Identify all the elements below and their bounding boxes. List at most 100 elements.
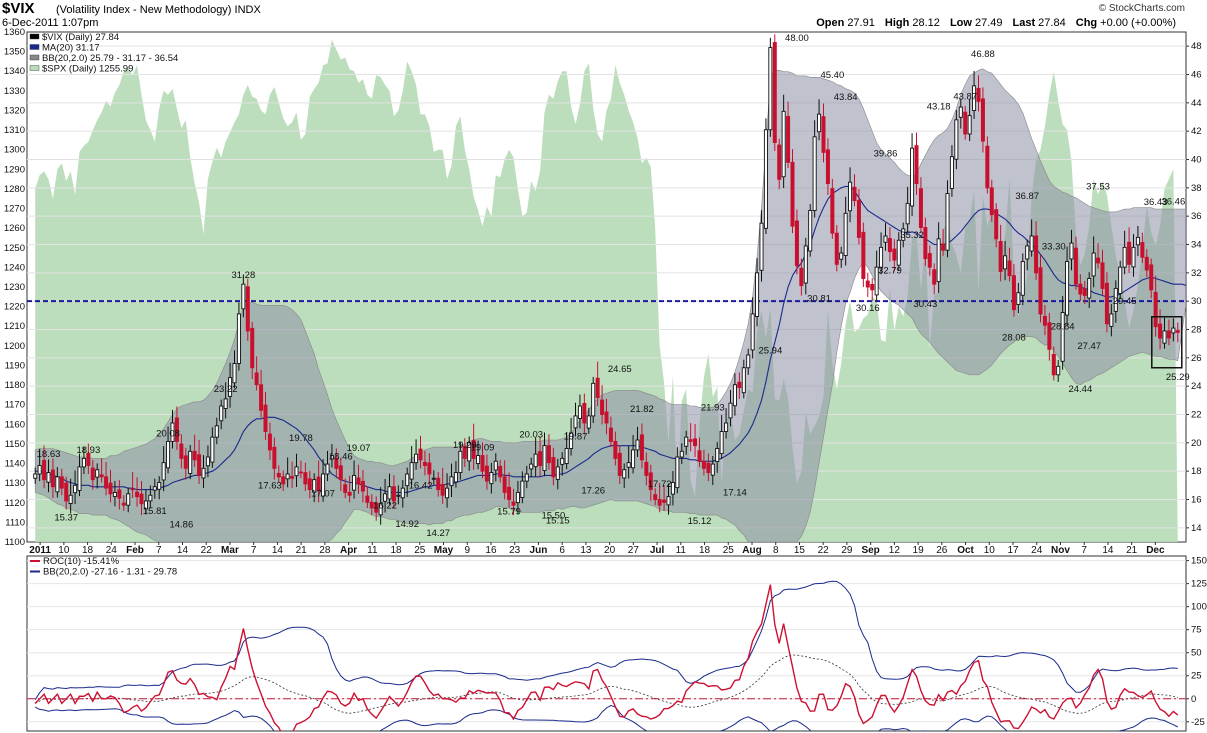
x-axis-tick-label: 28: [319, 545, 331, 556]
spx-axis-tick-label: 1310: [4, 125, 25, 136]
vix-value-label: 32.79: [878, 266, 902, 277]
vix-value-label: 36.87: [1015, 191, 1039, 202]
spx-axis-tick-label: 1170: [5, 400, 25, 411]
vix-value-label: 17.72: [648, 479, 672, 490]
x-axis-tick-label: 14: [177, 545, 189, 556]
legend-swatch: [30, 66, 39, 71]
vix-axis-tick-label: 44: [1191, 98, 1202, 109]
vix-value-label: 17.63: [258, 480, 282, 491]
x-axis-tick-label: 18: [82, 545, 94, 556]
x-axis-tick-label: 18: [390, 545, 402, 556]
vix-value-label: 36.46: [1161, 197, 1185, 208]
vix-value-label: 23.22: [214, 384, 238, 395]
vix-axis-tick-label: 34: [1191, 240, 1202, 251]
candle-body: [676, 457, 679, 488]
candle-body: [747, 355, 750, 368]
candle-body: [1008, 261, 1011, 276]
x-axis-tick-label: 16: [485, 545, 497, 556]
vix-value-label: 16.22: [373, 500, 397, 511]
x-axis-tick-label: 6: [559, 545, 565, 556]
candle-body: [764, 130, 767, 229]
vix-value-label: 18.93: [76, 445, 100, 456]
candle-body: [986, 146, 989, 188]
candle-body: [623, 470, 626, 478]
candle-body: [264, 405, 267, 431]
candle-body: [255, 373, 258, 385]
x-axis-tick-label: May: [434, 545, 454, 556]
candle-body: [1066, 262, 1069, 316]
candle-body: [450, 477, 453, 486]
candle-body: [950, 157, 953, 189]
vix-axis-tick-label: 46: [1191, 70, 1202, 81]
vix-axis-tick-label: 26: [1191, 353, 1202, 364]
candle-body: [180, 444, 183, 458]
vix-axis-tick-label: 18: [1191, 466, 1202, 477]
candle-body: [866, 281, 869, 287]
x-axis-tick-label: 20: [604, 545, 616, 556]
vix-axis-tick-label: 20: [1191, 438, 1202, 449]
candle-body: [149, 495, 152, 501]
x-axis-tick-label: 17: [1007, 545, 1019, 556]
spx-axis-tick-label: 1160: [5, 419, 25, 430]
candle-body: [844, 213, 847, 255]
vix-value-label: 25.29: [1166, 372, 1190, 383]
candle-body: [47, 473, 50, 483]
candle-body: [698, 451, 701, 461]
candle-body: [397, 495, 400, 496]
vix-value-label: 24.65: [608, 364, 632, 375]
spx-axis-tick-label: 1200: [4, 341, 25, 352]
candle-body: [937, 239, 940, 282]
legend-label: BB(20,2.0) 25.79 - 31.17 - 36.54: [42, 53, 178, 64]
candle-body: [530, 464, 533, 469]
x-axis-tick-label: 25: [414, 545, 426, 556]
candle-body: [189, 451, 192, 473]
vix-value-label: 17.14: [723, 487, 747, 498]
vix-value-label: 30.81: [807, 294, 831, 305]
candle-body: [888, 239, 891, 252]
vix-value-label: 24.44: [1068, 384, 1092, 395]
candle-body: [410, 463, 413, 479]
candle-body: [1097, 258, 1100, 263]
candle-body: [800, 268, 803, 285]
candle-body: [60, 477, 63, 488]
x-axis-tick-label: Aug: [742, 545, 761, 556]
candle-body: [959, 107, 962, 117]
candle-body: [423, 462, 426, 465]
candle-body: [34, 474, 37, 478]
candle-body: [100, 475, 103, 477]
candle-body: [911, 148, 914, 206]
candle-body: [1176, 331, 1179, 333]
roc-axis-tick-label: 125: [1191, 579, 1207, 590]
candle-body: [981, 99, 984, 141]
candle-body: [826, 150, 829, 184]
candle-body: [689, 440, 692, 442]
candle-body: [627, 463, 630, 468]
candle-body: [596, 378, 599, 397]
x-axis-tick-label: 26: [936, 545, 948, 556]
vix-value-label: 28.08: [1002, 332, 1026, 343]
vix-axis-tick-label: 42: [1191, 126, 1202, 137]
vix-value-label: 43.18: [927, 101, 951, 112]
candle-body: [122, 503, 125, 505]
x-axis-tick-label: 10: [58, 545, 70, 556]
candle-body: [654, 495, 657, 500]
x-axis-tick-label: 27: [628, 545, 640, 556]
candle-body: [326, 464, 329, 474]
spx-axis-tick-label: 1320: [4, 105, 25, 116]
roc-axis-tick-label: 25: [1191, 671, 1202, 682]
candle-body: [583, 403, 586, 423]
candle-body: [818, 114, 821, 132]
spx-axis-tick-label: 1300: [4, 145, 25, 156]
candle-body: [415, 454, 418, 463]
spx-axis-tick-label: 1350: [4, 47, 25, 58]
vix-value-label: 48.00: [785, 33, 809, 44]
candle-body: [702, 461, 705, 468]
candle-body: [1101, 263, 1104, 289]
candle-body: [481, 456, 484, 472]
x-axis-tick-label: 14: [1102, 545, 1114, 556]
candle-body: [1159, 324, 1162, 338]
candle-body: [1061, 313, 1064, 362]
vix-value-label: 39.86: [874, 148, 898, 159]
candle-body: [592, 383, 595, 416]
candle-body: [74, 485, 77, 492]
